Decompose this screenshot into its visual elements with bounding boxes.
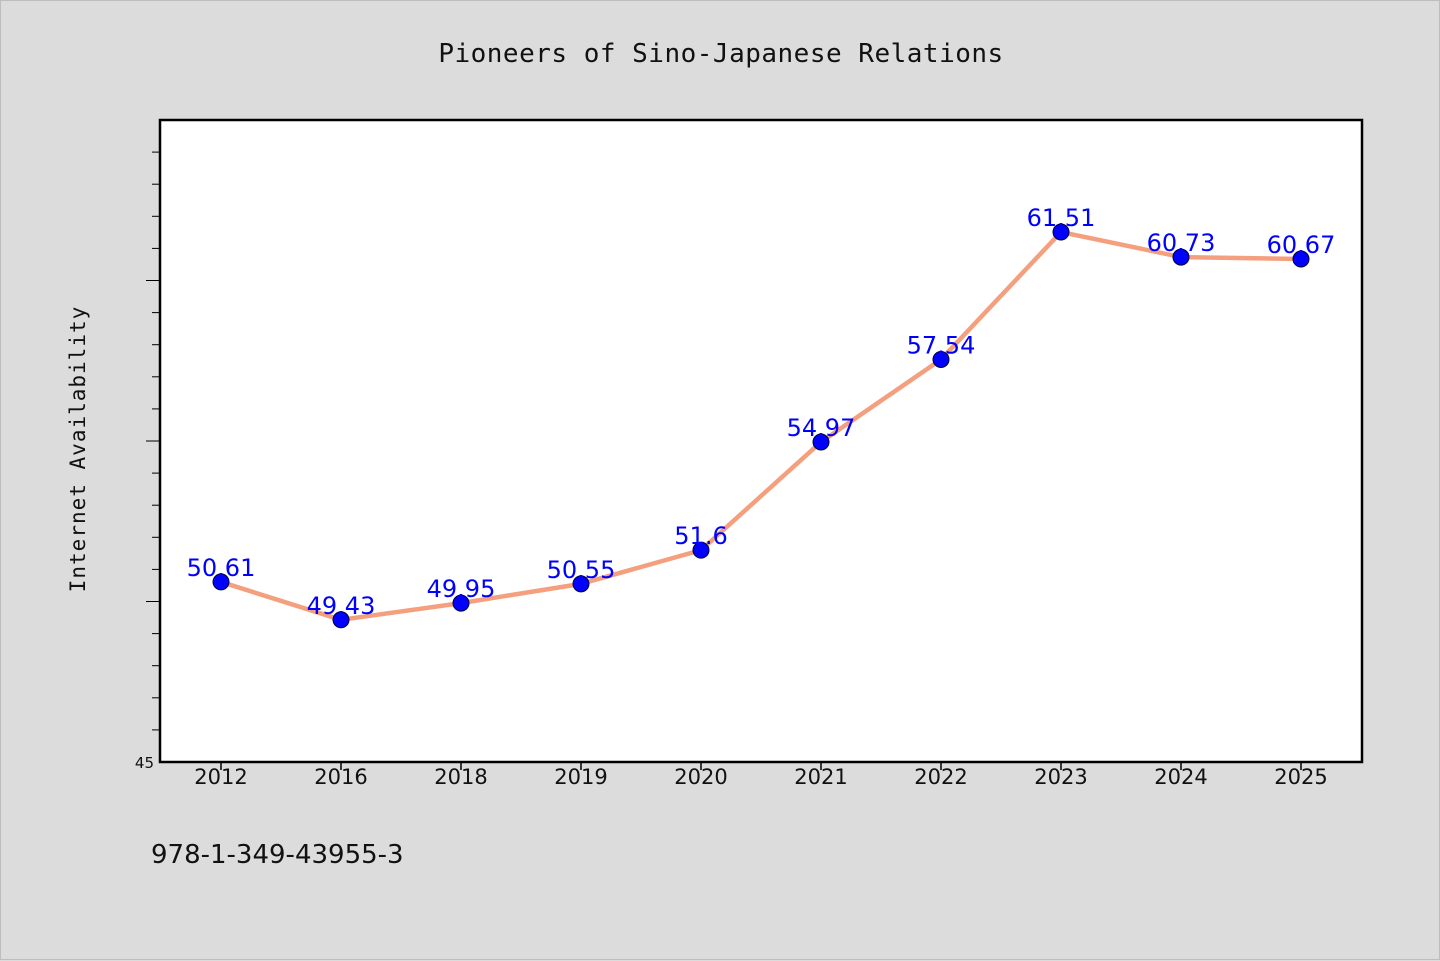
x-tick-label: 2019 — [554, 765, 607, 789]
y-axis-label: Internet Availability — [66, 306, 90, 593]
x-tick-label: 2022 — [914, 765, 967, 789]
y-axis-ticks: 45 — [135, 151, 160, 772]
data-label: 49.43 — [307, 592, 376, 620]
data-point — [332, 611, 350, 629]
data-label: 50.55 — [547, 556, 616, 584]
footnote-isbn: 978-1-349-43955-3 — [151, 840, 404, 870]
data-point — [932, 350, 950, 368]
data-point — [1172, 248, 1190, 266]
x-tick-label: 2018 — [434, 765, 487, 789]
data-labels: 50.61 49.43 49.95 50.55 51.6 54.97 57.54 61.51 6… — [187, 204, 1336, 620]
x-axis-ticks: 2012 2016 2018 2019 2020 2021 2022 2023 2024 2025 — [194, 762, 1328, 789]
data-label: 50.61 — [187, 554, 256, 582]
y-tick-label: 45 — [135, 754, 154, 772]
data-label: 51.6 — [674, 522, 727, 550]
x-tick-label: 2012 — [194, 765, 247, 789]
data-point — [572, 575, 590, 593]
series-line — [220, 229, 1302, 623]
data-label: 60.73 — [1147, 229, 1216, 257]
data-label: 54.97 — [787, 414, 856, 442]
data-point — [1292, 250, 1310, 268]
data-label: 57.54 — [907, 331, 976, 359]
data-point — [1052, 223, 1070, 241]
x-tick-label: 2016 — [314, 765, 367, 789]
plot-area — [158, 118, 1364, 764]
x-tick-label: 2021 — [794, 765, 847, 789]
chart-title: Pioneers of Sino-Japanese Relations — [438, 39, 1003, 69]
x-tick-label: 2020 — [674, 765, 727, 789]
data-label: 60.67 — [1267, 231, 1336, 259]
x-tick-label: 2024 — [1154, 765, 1207, 789]
x-tick-label: 2025 — [1274, 765, 1327, 789]
data-point — [212, 573, 230, 591]
x-tick-label: 2023 — [1034, 765, 1087, 789]
data-label: 61.51 — [1027, 204, 1096, 232]
data-point — [692, 541, 710, 559]
data-point — [452, 594, 470, 612]
data-label: 49.95 — [427, 575, 496, 603]
series-markers — [212, 223, 1310, 629]
data-point — [812, 433, 830, 451]
